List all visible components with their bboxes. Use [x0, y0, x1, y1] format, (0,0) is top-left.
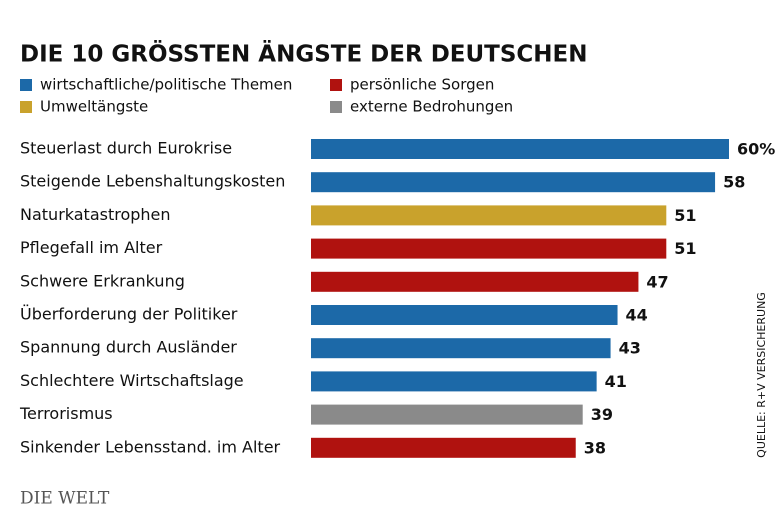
category-label: Sinkender Lebensstand. im Alter: [20, 437, 281, 456]
category-label: Terrorismus: [19, 404, 113, 423]
bar: [311, 205, 667, 226]
value-label: 51: [674, 239, 696, 258]
value-label: 44: [626, 306, 648, 325]
bar: [311, 172, 716, 193]
category-label: Steigende Lebenshaltungskosten: [20, 172, 285, 191]
legend-swatch: [20, 79, 32, 91]
bar: [311, 305, 618, 325]
bar: [311, 271, 639, 292]
bar: [311, 139, 729, 159]
bar: [311, 338, 611, 359]
bar: [311, 371, 597, 392]
category-label: Steuerlast durch Eurokrise: [20, 139, 232, 158]
logo: DIE WELT: [20, 489, 110, 509]
legend-swatch: [20, 101, 32, 113]
category-label: Spannung durch Ausländer: [20, 338, 237, 357]
category-label: Schwere Erkrankung: [20, 271, 185, 290]
legend-swatch: [330, 79, 342, 91]
source: QUELLE: R+V VERSICHERUNG: [755, 292, 768, 458]
category-label: Überforderung der Politiker: [20, 305, 238, 324]
category-label: Pflegefall im Alter: [20, 238, 163, 257]
bar: [311, 404, 583, 425]
chart-title: DIE 10 GRÖSSTEN ÄNGSTE DER DEUTSCHEN: [20, 40, 588, 68]
category-label: Schlechtere Wirtschaftslage: [20, 371, 244, 390]
bar: [311, 238, 667, 259]
value-label: 51: [674, 206, 696, 225]
value-label: 39: [591, 405, 613, 424]
value-label: 43: [619, 339, 641, 358]
legend-label: Umweltängste: [40, 98, 148, 116]
value-label: 58: [723, 173, 745, 192]
legend-label: persönliche Sorgen: [350, 76, 494, 94]
bar: [311, 437, 576, 458]
value-label: 38: [584, 438, 606, 457]
value-label: 47: [646, 272, 668, 291]
value-label: 60%: [737, 140, 775, 159]
category-label: Naturkatastrophen: [20, 205, 171, 224]
legend-label: wirtschaftliche/politische Themen: [40, 76, 292, 94]
value-label: 41: [605, 372, 627, 391]
legend-label: externe Bedrohungen: [350, 98, 513, 116]
legend-swatch: [330, 101, 342, 113]
